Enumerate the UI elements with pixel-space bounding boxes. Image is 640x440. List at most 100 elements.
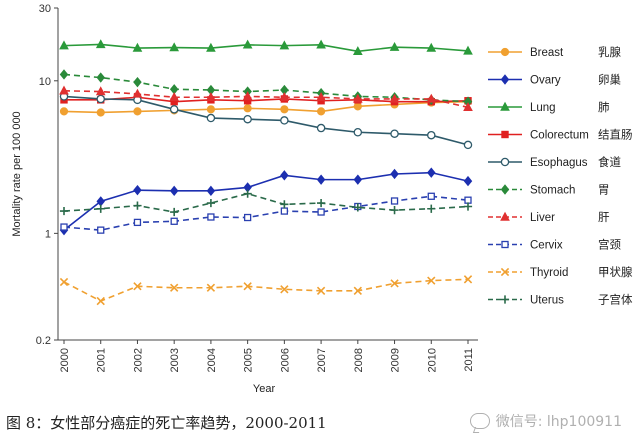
legend-swatch-marker xyxy=(500,74,510,85)
legend-label-zh: 宫颈 xyxy=(598,238,621,252)
x-axis-title: Year xyxy=(253,383,276,395)
data-point-breast xyxy=(280,105,289,114)
data-point-liver xyxy=(426,93,437,103)
data-point-esophagus xyxy=(96,94,105,104)
legend-label-zh: 甲状腺 xyxy=(598,265,633,279)
series-line-liver xyxy=(63,89,469,109)
series-lung xyxy=(59,39,473,56)
y-tick-label: 30 xyxy=(39,3,51,15)
legend-swatch-marker xyxy=(501,240,509,249)
data-point-thyroid xyxy=(133,282,142,291)
series-thyroid xyxy=(59,275,473,306)
data-point-breast xyxy=(316,107,326,116)
series-esophagus xyxy=(59,92,473,150)
legend-swatch-marker xyxy=(500,267,510,277)
data-point-breast xyxy=(133,107,142,116)
legend-swatch-marker xyxy=(500,157,510,167)
data-point-uterus xyxy=(390,206,399,215)
chart-series xyxy=(59,39,473,306)
x-tick-label: 2007 xyxy=(316,348,328,372)
legend-label: Colorectum xyxy=(530,130,589,142)
legend-item-thyroid: Thyroid 甲状腺 xyxy=(488,265,633,279)
data-point-uterus xyxy=(243,189,252,198)
data-point-lung xyxy=(169,42,180,52)
data-point-uterus xyxy=(59,206,69,216)
series-line-ovary xyxy=(63,171,469,231)
x-tick-label: 2002 xyxy=(132,348,144,372)
data-point-cervix xyxy=(243,213,252,222)
data-point-liver xyxy=(352,93,363,103)
legend-label: Lung xyxy=(530,102,556,114)
data-point-thyroid xyxy=(243,282,252,291)
data-point-thyroid xyxy=(96,296,105,306)
data-point-uterus xyxy=(316,198,326,208)
legend-item-stomach: Stomach 胃 xyxy=(488,183,610,197)
data-point-ovary xyxy=(463,175,473,187)
data-point-ovary xyxy=(96,196,105,207)
legend-label: Cervix xyxy=(530,240,563,252)
data-point-liver xyxy=(59,85,69,95)
data-point-lung xyxy=(95,39,106,49)
legend-label-zh: 结直肠 xyxy=(598,128,633,142)
legend-item-cervix: Cervix 宫颈 xyxy=(488,238,621,252)
data-point-breast xyxy=(59,107,69,116)
chart-axes: 0.2 1 10 30 2000 2001 2002 2003 2004 2005 2006 2007… xyxy=(11,3,478,395)
data-point-liver xyxy=(279,92,290,101)
data-point-esophagus xyxy=(206,113,216,123)
data-point-ovary xyxy=(169,185,179,197)
x-tick-label: 2005 xyxy=(243,348,255,372)
data-point-uterus xyxy=(170,207,179,217)
legend-label: Ovary xyxy=(530,75,561,87)
data-point-ovary xyxy=(280,170,289,181)
data-point-thyroid xyxy=(353,286,362,296)
data-point-liver xyxy=(132,88,143,98)
series-cervix xyxy=(60,192,472,234)
legend-item-esophagus: Esophagus 食道 xyxy=(488,155,621,169)
data-point-liver xyxy=(316,92,326,101)
data-point-cervix xyxy=(207,213,215,221)
data-point-liver xyxy=(169,92,180,101)
data-point-liver xyxy=(463,102,473,112)
data-point-uterus xyxy=(427,204,436,213)
series-ovary xyxy=(59,167,473,236)
legend-item-uterus: Uterus 子宫体 xyxy=(488,293,633,307)
data-point-stomach xyxy=(59,69,69,80)
data-point-thyroid xyxy=(427,276,436,285)
data-point-esophagus xyxy=(316,123,326,133)
data-point-ovary xyxy=(427,167,436,178)
data-point-liver xyxy=(242,91,253,101)
series-line-thyroid xyxy=(63,278,469,302)
legend-label: Esophagus xyxy=(530,157,588,169)
data-point-esophagus xyxy=(243,114,252,124)
legend-label-zh: 肺 xyxy=(598,100,610,114)
data-point-ovary xyxy=(133,184,142,196)
data-point-cervix xyxy=(60,223,68,231)
data-point-thyroid xyxy=(59,277,69,287)
data-point-stomach xyxy=(96,72,105,83)
series-liver xyxy=(59,85,473,112)
series-breast xyxy=(59,97,473,117)
wechat-icon xyxy=(469,413,490,429)
data-point-lung xyxy=(316,39,326,49)
legend-item-lung: Lung 肺 xyxy=(488,100,610,114)
data-point-ovary xyxy=(316,174,326,185)
data-point-uterus xyxy=(133,201,142,210)
data-point-ovary xyxy=(353,174,363,185)
figure-caption: 图 8：女性部分癌症的死亡率趋势，2000-2011 xyxy=(6,414,327,432)
legend-label-zh: 卵巢 xyxy=(598,73,621,87)
data-point-lung xyxy=(242,39,253,49)
legend-swatch-marker xyxy=(500,47,510,57)
data-point-cervix xyxy=(464,196,472,204)
data-point-esophagus xyxy=(427,130,436,140)
x-tick-label: 2009 xyxy=(390,348,402,372)
legend-label-zh: 肝 xyxy=(598,210,610,224)
series-line-cervix xyxy=(63,195,469,231)
y-axis-title: Mortality rate per 100 000 xyxy=(11,111,23,236)
data-point-esophagus xyxy=(390,129,399,138)
x-tick-label: 2003 xyxy=(169,348,181,372)
data-point-lung xyxy=(389,41,400,51)
x-tick-label: 2010 xyxy=(426,348,438,372)
data-point-thyroid xyxy=(316,286,326,296)
data-point-thyroid xyxy=(463,275,473,284)
data-point-thyroid xyxy=(170,283,179,292)
